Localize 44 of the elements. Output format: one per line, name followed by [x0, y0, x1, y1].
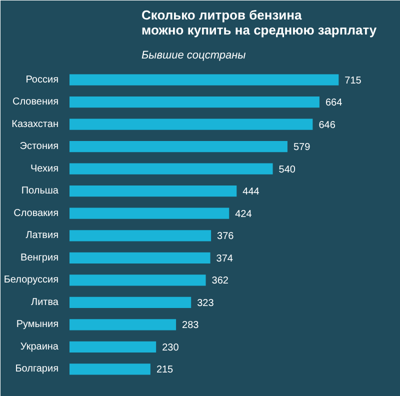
y-tick-label: Эстония	[20, 141, 59, 152]
bar	[70, 74, 339, 86]
bar	[70, 319, 176, 330]
y-tick-label: Россия	[26, 74, 59, 86]
data-label: 646	[318, 120, 336, 131]
data-label: 215	[156, 364, 174, 376]
bar	[70, 364, 150, 375]
y-tick-label: Польша	[21, 186, 59, 197]
bar	[70, 252, 210, 264]
bar	[70, 186, 237, 197]
y-tick-label: Болгария	[15, 364, 59, 375]
bar	[70, 296, 192, 308]
y-tick-label: Румыния	[16, 319, 59, 330]
data-label: 579	[293, 142, 311, 154]
data-label: 323	[197, 298, 214, 309]
data-label: 540	[278, 164, 296, 176]
bar	[70, 118, 313, 130]
y-tick-label: Белоруссия	[4, 274, 58, 286]
y-tick-label: Словакия	[14, 208, 59, 219]
chart-title: Сколько литров бензина можно купить на среднюю зарплату	[142, 8, 378, 38]
data-label: 283	[182, 320, 200, 332]
y-tick-label: Латвия	[26, 230, 59, 242]
data-label: 230	[162, 342, 180, 354]
bar	[70, 96, 320, 108]
bar	[70, 274, 206, 286]
bar	[70, 208, 230, 219]
data-label: 376	[217, 231, 234, 242]
y-tick-label: Украина	[20, 341, 59, 352]
bar	[70, 341, 156, 352]
y-tick-label: Словения	[12, 96, 58, 108]
y-tick-label: Венгрия	[20, 252, 59, 264]
data-label: 374	[216, 253, 234, 264]
chart-subtitle: Бывшие соцстраны	[142, 50, 246, 62]
data-label: 664	[325, 98, 343, 109]
bar	[70, 163, 273, 174]
data-label: 444	[242, 186, 260, 198]
y-tick-label: Казахстан	[12, 118, 59, 130]
data-label: 362	[212, 276, 229, 287]
data-label: 715	[344, 75, 362, 86]
bar	[70, 230, 212, 242]
bar	[70, 141, 288, 152]
y-tick-label: Литва	[31, 296, 59, 308]
data-label: 424	[235, 208, 252, 220]
y-tick-label: Чехия	[30, 163, 59, 174]
